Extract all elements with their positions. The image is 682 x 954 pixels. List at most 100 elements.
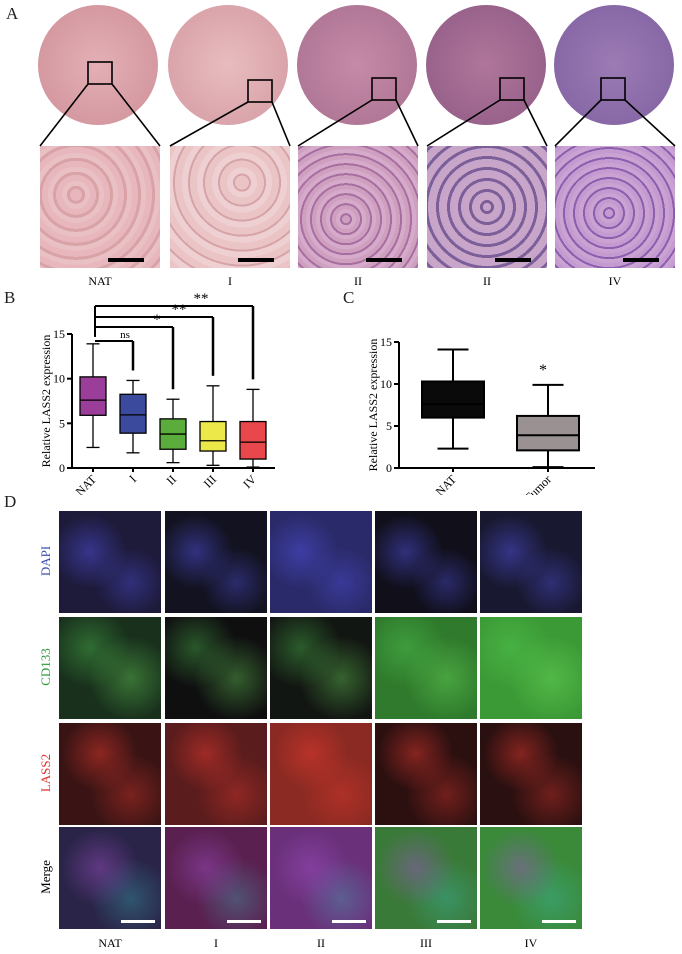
y-tick-label: 5 bbox=[386, 419, 392, 433]
scale-bar bbox=[332, 920, 366, 923]
scale-bar bbox=[238, 258, 274, 262]
fluorescence-image bbox=[480, 617, 582, 719]
y-axis-label: Relative LASS2 expression bbox=[39, 335, 53, 468]
significance-label: ** bbox=[194, 291, 209, 307]
tissue-core-image bbox=[168, 5, 288, 125]
tissue-zoom-image bbox=[170, 146, 290, 268]
panel-label-d: D bbox=[4, 492, 17, 511]
fluorescence-image bbox=[480, 511, 582, 613]
scale-bar bbox=[227, 920, 261, 923]
significance-label: ns bbox=[120, 329, 130, 341]
tissue-zoom-image bbox=[298, 146, 418, 268]
significance-label: ** bbox=[172, 302, 187, 318]
x-tick-label: Tumor bbox=[521, 472, 554, 495]
x-tick-label: I bbox=[126, 472, 139, 485]
zoom-region-box bbox=[499, 77, 525, 101]
zoom-line bbox=[39, 83, 89, 147]
zoom-region-box bbox=[247, 79, 273, 103]
column-label: I bbox=[214, 936, 218, 950]
zoom-line bbox=[523, 99, 548, 147]
box-nat bbox=[421, 380, 485, 419]
fluorescence-image bbox=[480, 827, 582, 929]
zoom-line bbox=[554, 99, 602, 147]
scale-bar bbox=[437, 920, 471, 923]
significance-label: * bbox=[153, 312, 161, 328]
tissue-zoom-image bbox=[427, 146, 547, 268]
zoom-line bbox=[426, 99, 501, 147]
box-tumor bbox=[516, 414, 580, 452]
scale-bar bbox=[495, 258, 531, 262]
x-tick-label: III bbox=[201, 472, 219, 490]
zoom-line bbox=[395, 99, 419, 147]
scale-bar bbox=[623, 258, 659, 262]
box-iv bbox=[239, 420, 267, 460]
y-tick-label: 5 bbox=[59, 416, 65, 430]
y-tick-label: 0 bbox=[386, 461, 392, 475]
fluorescence-image bbox=[59, 617, 161, 719]
fluorescence-image bbox=[375, 827, 477, 929]
x-tick-label: NAT bbox=[433, 472, 460, 495]
row-label: CD133 bbox=[38, 648, 53, 686]
fluorescence-image bbox=[270, 511, 372, 613]
row-label: Merge bbox=[38, 860, 53, 894]
tissue-zoom-image bbox=[555, 146, 675, 268]
tissue-core-image bbox=[297, 5, 417, 125]
scale-bar bbox=[366, 258, 402, 262]
panel-label-a: A bbox=[6, 4, 19, 23]
fluorescence-image bbox=[165, 617, 267, 719]
fluorescence-image bbox=[270, 617, 372, 719]
box-i bbox=[119, 393, 147, 434]
fluorescence-image bbox=[375, 617, 477, 719]
column-label: IV bbox=[524, 936, 538, 950]
y-tick-label: 10 bbox=[53, 372, 65, 386]
x-tick-label: NAT bbox=[73, 472, 100, 495]
x-tick-label: II bbox=[164, 472, 180, 488]
scale-bar bbox=[121, 920, 155, 923]
stage-label: II bbox=[483, 274, 491, 288]
fluorescence-image bbox=[270, 723, 372, 825]
tissue-core-image bbox=[38, 5, 158, 125]
zoom-line bbox=[624, 99, 676, 147]
row-label: LASS2 bbox=[38, 753, 53, 793]
fluorescence-image bbox=[375, 511, 477, 613]
panel-label-b: B bbox=[4, 288, 16, 307]
row-label: DAPI bbox=[38, 545, 53, 577]
zoom-line bbox=[111, 83, 161, 147]
zoom-line bbox=[169, 101, 249, 147]
fluorescence-image bbox=[165, 827, 267, 929]
stage-label: NAT bbox=[88, 274, 112, 288]
column-label: III bbox=[420, 936, 432, 950]
stage-label: I bbox=[228, 274, 232, 288]
y-tick-label: 15 bbox=[380, 335, 392, 349]
fluorescence-image bbox=[270, 827, 372, 929]
fluorescence-image bbox=[375, 723, 477, 825]
panel-label-c: C bbox=[343, 288, 355, 307]
tissue-core-image bbox=[554, 5, 674, 125]
fluorescence-image bbox=[480, 723, 582, 825]
y-tick-label: 15 bbox=[53, 327, 65, 341]
column-label: NAT bbox=[98, 936, 122, 950]
x-tick-label: IV bbox=[240, 472, 259, 491]
zoom-region-box bbox=[87, 61, 113, 85]
y-tick-label: 10 bbox=[380, 377, 392, 391]
stage-label: II bbox=[354, 274, 362, 288]
scale-bar bbox=[542, 920, 576, 923]
fluorescence-image bbox=[59, 511, 161, 613]
stage-label: IV bbox=[608, 274, 622, 288]
y-axis-label: Relative LASS2 expression bbox=[366, 339, 380, 472]
box-nat bbox=[79, 376, 107, 416]
panel-a-zoom-lines bbox=[39, 61, 676, 147]
significance-label: * bbox=[539, 362, 547, 379]
scale-bar bbox=[108, 258, 144, 262]
fluorescence-image bbox=[59, 827, 161, 929]
fluorescence-image bbox=[165, 511, 267, 613]
zoom-line bbox=[297, 99, 373, 147]
zoom-region-box bbox=[371, 77, 397, 101]
box-iii bbox=[199, 420, 227, 452]
fluorescence-image bbox=[165, 723, 267, 825]
y-tick-label: 0 bbox=[59, 461, 65, 475]
column-label: II bbox=[317, 936, 325, 950]
zoom-region-box bbox=[600, 77, 626, 101]
